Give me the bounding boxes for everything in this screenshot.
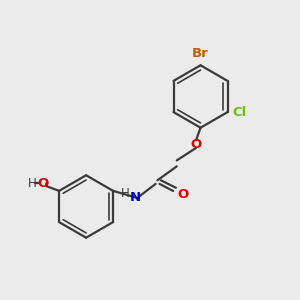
Text: N: N [130,191,141,204]
Text: Br: Br [192,47,209,60]
Text: Cl: Cl [232,106,247,118]
Text: O: O [177,188,189,201]
Text: O: O [190,138,202,151]
Text: O: O [37,177,48,190]
Text: H: H [28,177,37,190]
Text: H: H [121,188,130,200]
